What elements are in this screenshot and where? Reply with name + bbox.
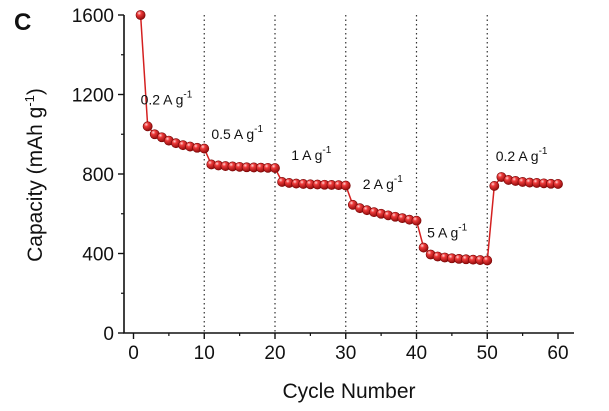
segment-dividers: [203, 15, 488, 333]
current-density-label: 0.5 A g-1: [211, 124, 263, 142]
x-tick-label: 20: [264, 343, 285, 364]
panel-label: C: [14, 9, 31, 36]
current-density-label: 0.2 A g-1: [496, 146, 548, 164]
current-density-annotations: 0.2 A g-1 0.5 A g-1 1 A g-1 2 A g-1 5 A g-1 0…: [141, 89, 548, 240]
current-density-label: 1 A g-1: [291, 145, 331, 163]
current-density-label: 2 A g-1: [363, 174, 403, 192]
y-axis-title: Capacity (mAh g-1): [22, 88, 47, 262]
axis-frame: [123, 15, 574, 334]
capacity-series-markers: [135, 10, 563, 266]
data-point: [553, 179, 563, 189]
y-tick-label: 0: [103, 324, 114, 345]
data-point: [270, 163, 280, 173]
current-density-label: 0.2 A g-1: [141, 89, 193, 107]
x-axis-ticks: 0 10 20 30 40 50 60: [128, 333, 569, 364]
data-point: [411, 215, 422, 226]
data-point: [135, 10, 146, 20]
y-tick-label: 800: [82, 165, 114, 186]
y-tick-label: 400: [82, 245, 114, 266]
capacity-series-line: [139, 14, 559, 262]
current-density-label: 5 A g-1: [427, 223, 467, 241]
y-tick-label: 1200: [72, 86, 114, 107]
x-tick-label: 60: [547, 343, 568, 364]
data-point: [489, 181, 500, 191]
y-axis-ticks: 0 400 800 1200 1600: [72, 6, 124, 345]
data-point: [199, 143, 210, 154]
data-point: [482, 255, 493, 266]
data-point: [340, 180, 351, 191]
x-axis-title: Cycle Number: [282, 380, 415, 403]
x-tick-label: 10: [194, 343, 215, 364]
x-tick-label: 40: [406, 343, 427, 364]
x-tick-label: 0: [128, 343, 139, 364]
data-point: [418, 242, 429, 253]
y-tick-label: 1600: [72, 6, 114, 27]
x-tick-label: 30: [335, 343, 356, 364]
data-point: [142, 121, 153, 132]
x-tick-label: 50: [477, 343, 498, 364]
